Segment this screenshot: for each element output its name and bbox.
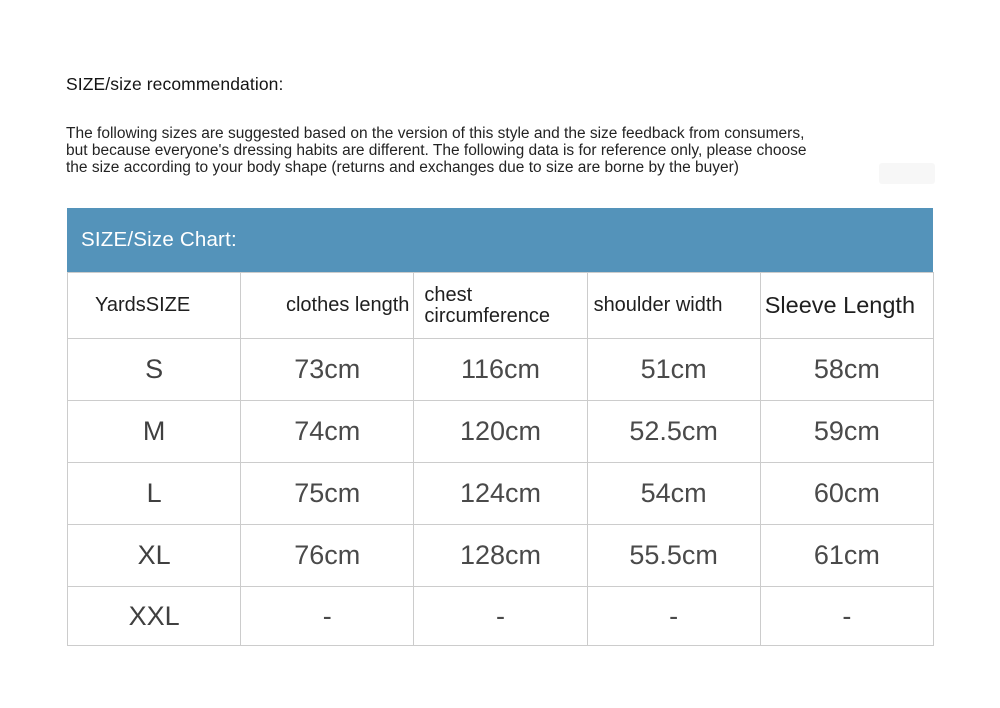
page-title: SIZE/size recommendation: xyxy=(66,74,284,94)
value-cell: - xyxy=(413,586,588,646)
size-label: S xyxy=(66,338,242,401)
table-header-row: YardsSIZE clothes length chest circumfer… xyxy=(66,272,935,339)
value-cell: - xyxy=(759,586,935,646)
value-cell: 76cm xyxy=(240,524,415,587)
value-cell: 59cm xyxy=(759,400,935,463)
table-row-xl: XL 76cm 128cm 55.5cm 61cm xyxy=(66,524,935,587)
table-row-l: L 75cm 124cm 54cm 60cm xyxy=(66,462,935,525)
size-label: XXL xyxy=(66,586,242,646)
value-cell: 58cm xyxy=(759,338,935,401)
column-header-chest-circumference: chest circumference xyxy=(413,272,588,339)
size-chart-header-bar: SIZE/Size Chart: xyxy=(67,208,933,272)
column-header-yards-size: YardsSIZE xyxy=(66,272,242,339)
value-cell: 116cm xyxy=(413,338,588,401)
value-cell: 60cm xyxy=(759,462,935,525)
table-row-xxl: XXL - - - - xyxy=(66,586,935,646)
size-label: XL xyxy=(66,524,242,587)
size-chart-header-label: SIZE/Size Chart: xyxy=(81,228,237,251)
value-cell: 61cm xyxy=(759,524,935,587)
value-cell: 75cm xyxy=(240,462,415,525)
value-cell: 124cm xyxy=(413,462,588,525)
value-cell: - xyxy=(586,586,761,646)
value-cell: 52.5cm xyxy=(586,400,761,463)
faint-watermark xyxy=(879,163,935,184)
column-header-sleeve-length: Sleeve Length xyxy=(759,272,935,339)
value-cell: 51cm xyxy=(586,338,761,401)
value-cell: - xyxy=(240,586,415,646)
value-cell: 120cm xyxy=(413,400,588,463)
description-line: but because everyone's dressing habits a… xyxy=(66,142,807,160)
value-cell: 54cm xyxy=(586,462,761,525)
value-cell: 73cm xyxy=(240,338,415,401)
table-row-m: M 74cm 120cm 52.5cm 59cm xyxy=(66,400,935,463)
column-header-clothes-length: clothes length xyxy=(240,272,415,339)
value-cell: 74cm xyxy=(240,400,415,463)
description-line: the size according to your body shape (r… xyxy=(66,159,739,177)
description-paragraph: The following sizes are suggested based … xyxy=(66,125,807,177)
table-row-s: S 73cm 116cm 51cm 58cm xyxy=(66,338,935,401)
size-label: M xyxy=(66,400,242,463)
value-cell: 128cm xyxy=(413,524,588,587)
size-label: L xyxy=(66,462,242,525)
column-header-shoulder-width: shoulder width xyxy=(586,272,761,339)
size-chart-table: YardsSIZE clothes length chest circumfer… xyxy=(66,272,935,646)
description-line: The following sizes are suggested based … xyxy=(66,125,805,142)
value-cell: 55.5cm xyxy=(586,524,761,587)
